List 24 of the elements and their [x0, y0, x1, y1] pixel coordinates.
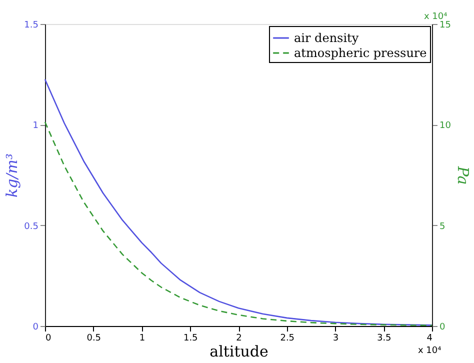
y-tick-label: 0.5 — [24, 222, 38, 232]
x-axis-title: altitude — [210, 342, 268, 360]
x-tick-label: 3 — [332, 334, 339, 344]
y-tick-label: 1 — [32, 121, 38, 132]
x-tick-label: 2 — [236, 334, 242, 344]
x-tick-label: 2.5 — [280, 334, 295, 344]
legend-label: air density — [294, 31, 359, 45]
y-tick-label: 1.5 — [24, 20, 38, 30]
y2-tick-label: 5 — [440, 222, 446, 232]
y-axis-title: kg/m³ — [3, 154, 22, 198]
y2-axis-title: Pa — [454, 165, 472, 185]
y2-tick-label: 10 — [440, 121, 452, 132]
x-tick-label: 1.5 — [183, 334, 198, 344]
x-tick-label: 0.5 — [86, 334, 102, 344]
x-tick-label: 3.5 — [376, 334, 392, 344]
text: x 10⁴ — [424, 12, 448, 22]
y2-tick-label: 0 — [440, 322, 446, 332]
x-tick-label: 4 — [426, 334, 433, 344]
x-tick-label: 0 — [46, 334, 52, 344]
text: x 10⁴ — [418, 346, 442, 356]
legend-label: atmospheric pressure — [294, 46, 427, 60]
y-tick-label: 0 — [32, 322, 39, 332]
y2-tick-label: 15 — [440, 20, 451, 30]
x-tick-label: 1 — [139, 334, 146, 344]
